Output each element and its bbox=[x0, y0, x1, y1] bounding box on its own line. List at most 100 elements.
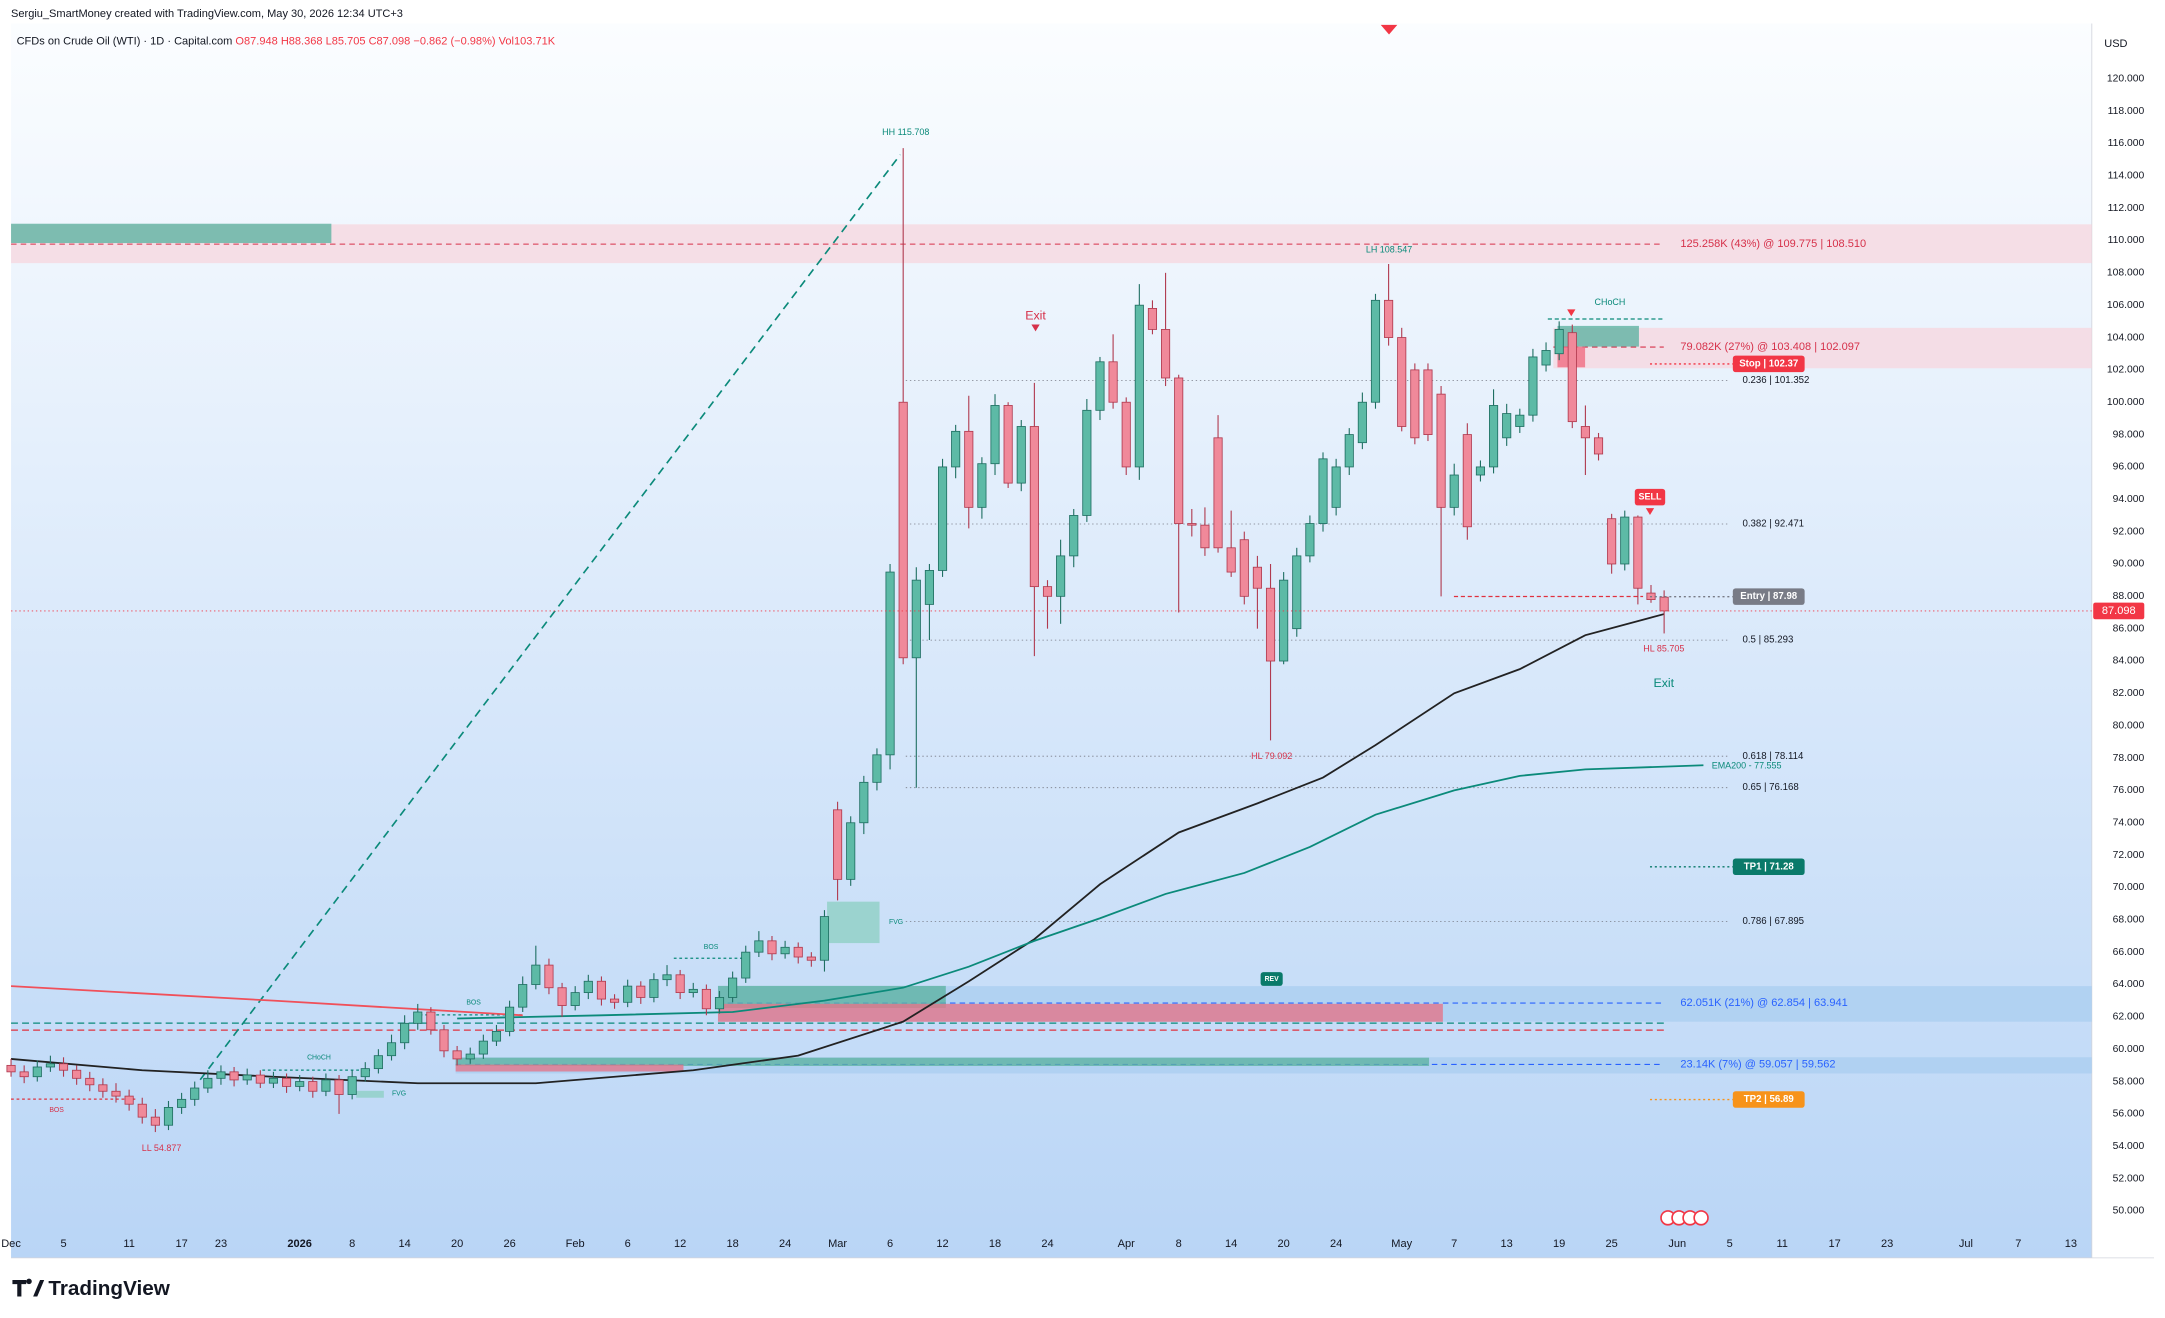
candle-body bbox=[242, 1074, 252, 1081]
fib-label: 0.618 | 78.114 bbox=[1742, 751, 1803, 762]
sell-badge bbox=[1634, 488, 1666, 506]
exit-arrow bbox=[1031, 324, 1040, 332]
tag-box bbox=[1732, 1091, 1805, 1108]
tag-box bbox=[1732, 588, 1805, 605]
candle-body bbox=[190, 1087, 200, 1100]
candle-body bbox=[1502, 413, 1512, 439]
zone-label: 79.082K (27%) @ 103.408 | 102.097 bbox=[1680, 341, 1860, 353]
x-tick-label: 24 bbox=[1330, 1238, 1342, 1250]
candle-body bbox=[544, 964, 554, 989]
annotation: HL 79.092 bbox=[1251, 751, 1292, 761]
annotation: HL 85.705 bbox=[1643, 643, 1684, 653]
candle-body bbox=[1069, 515, 1079, 557]
moving-average bbox=[10, 985, 523, 1017]
x-tick-label: 11 bbox=[1776, 1238, 1787, 1250]
y-tick-label: 78.000 bbox=[2113, 753, 2145, 764]
author-line: Sergiu_SmartMoney created with TradingVi… bbox=[11, 8, 403, 20]
candle-body bbox=[124, 1095, 134, 1105]
annotation: BOS bbox=[49, 1107, 64, 1114]
candle-body bbox=[1161, 329, 1171, 379]
candle-body bbox=[72, 1069, 82, 1079]
candle-body bbox=[478, 1040, 488, 1055]
y-tick-label: 50.000 bbox=[2113, 1206, 2145, 1217]
x-tick-label: 24 bbox=[779, 1238, 791, 1250]
symbol: CFDs on Crude Oil (WTI) · 1D · Capital.c… bbox=[17, 35, 233, 47]
annotation: SELL bbox=[1639, 491, 1662, 501]
candle-body bbox=[793, 946, 803, 958]
candle-body bbox=[400, 1022, 410, 1044]
candle-body bbox=[688, 988, 698, 994]
y-tick-label: 60.000 bbox=[2113, 1044, 2145, 1055]
y-tick-label: 86.000 bbox=[2113, 623, 2145, 634]
candle-body bbox=[924, 570, 934, 605]
y-tick-label: 106.000 bbox=[2107, 300, 2145, 311]
fib-label: 0.236 | 101.352 bbox=[1742, 375, 1809, 386]
candle-body bbox=[1580, 426, 1590, 439]
candle-body bbox=[1016, 426, 1026, 484]
legend-line: CFDs on Crude Oil (WTI) · 1D · Capital.c… bbox=[17, 35, 556, 47]
fib-label: 0.382 | 92.471 bbox=[1742, 519, 1804, 530]
change: −0.862 (−0.98%) bbox=[413, 35, 495, 47]
candle-body bbox=[465, 1053, 475, 1060]
x-tick-label: 7 bbox=[1451, 1238, 1457, 1250]
candle-body bbox=[229, 1071, 239, 1081]
candle-body bbox=[360, 1068, 370, 1078]
zone-label: 62.051K (21%) @ 62.854 | 63.941 bbox=[1680, 997, 1847, 1009]
x-tick-label: 20 bbox=[451, 1238, 463, 1250]
annotation: FVG bbox=[889, 919, 903, 926]
candle-body bbox=[1607, 518, 1617, 565]
y-tick-label: 116.000 bbox=[2108, 138, 2145, 149]
candle-body bbox=[1121, 401, 1131, 468]
candle-body bbox=[833, 809, 843, 880]
y-tick-label: 114.000 bbox=[2108, 171, 2145, 182]
x-tick-label: Apr bbox=[1118, 1238, 1135, 1250]
candle-body bbox=[1226, 547, 1236, 573]
candle-body bbox=[58, 1063, 69, 1071]
y-tick-label: 80.000 bbox=[2113, 720, 2145, 731]
x-tick-label: 2026 bbox=[287, 1238, 312, 1250]
volume: Vol103.71K bbox=[499, 35, 556, 47]
candle-body bbox=[557, 987, 567, 1006]
candle-body bbox=[1462, 434, 1472, 528]
candle-body bbox=[1187, 523, 1197, 526]
x-tick-label: 13 bbox=[2065, 1238, 2077, 1250]
annotation: LL 54.877 bbox=[142, 1143, 182, 1153]
candle-body bbox=[1633, 516, 1643, 589]
y-tick-label: 108.000 bbox=[2107, 268, 2145, 279]
y-tick-label: 88.000 bbox=[2113, 591, 2145, 602]
candle-body bbox=[951, 430, 961, 468]
candle-body bbox=[491, 1031, 502, 1042]
candle-body bbox=[1357, 401, 1367, 444]
annotation: BOS bbox=[704, 944, 719, 951]
fib-label: 0.65 | 76.168 bbox=[1742, 782, 1798, 793]
y-tick-label: 118.000 bbox=[2108, 106, 2145, 117]
x-tick-label: 8 bbox=[349, 1238, 355, 1250]
candle-body bbox=[531, 964, 541, 985]
candle-body bbox=[505, 1006, 515, 1032]
candle-body bbox=[426, 1011, 436, 1031]
candle-body bbox=[19, 1071, 29, 1078]
candle-body bbox=[386, 1042, 397, 1057]
annotation: Exit bbox=[1653, 676, 1674, 690]
order-block bbox=[455, 1064, 684, 1072]
candle-body bbox=[872, 754, 882, 783]
tag-label: TP2 | 56.89 bbox=[1744, 1094, 1795, 1105]
annotation: REV bbox=[1265, 976, 1280, 983]
candle-body bbox=[1475, 466, 1486, 476]
order-block bbox=[717, 985, 946, 1008]
x-tick-label: 8 bbox=[1176, 1238, 1182, 1250]
candle-body bbox=[898, 401, 908, 659]
candle-body bbox=[977, 463, 987, 508]
x-tick-label: 18 bbox=[726, 1238, 738, 1250]
candle-body bbox=[1567, 332, 1577, 423]
annotation: Exit bbox=[1025, 309, 1046, 323]
candle-body bbox=[570, 992, 580, 1006]
candle-body bbox=[1279, 579, 1289, 662]
x-tick-label: Feb bbox=[566, 1238, 585, 1250]
y-tick-label: 58.000 bbox=[2113, 1076, 2145, 1087]
tag-box bbox=[1732, 858, 1805, 876]
candle-body bbox=[373, 1055, 383, 1070]
x-tick-label: 23 bbox=[1881, 1238, 1893, 1250]
x-tick-label: 26 bbox=[503, 1238, 515, 1250]
y-tick-label: 96.000 bbox=[2113, 462, 2145, 473]
